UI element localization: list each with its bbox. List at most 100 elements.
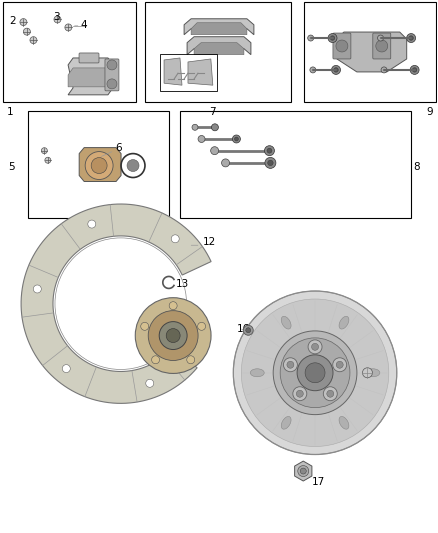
Circle shape: [381, 67, 387, 73]
Ellipse shape: [339, 316, 349, 329]
Circle shape: [300, 468, 306, 474]
Polygon shape: [164, 58, 182, 85]
Circle shape: [91, 158, 107, 174]
Text: 5: 5: [9, 161, 15, 172]
Circle shape: [246, 328, 251, 333]
Bar: [3, 2, 136, 102]
Circle shape: [336, 361, 343, 368]
Ellipse shape: [281, 416, 291, 429]
Circle shape: [33, 285, 41, 293]
Circle shape: [378, 35, 384, 41]
Circle shape: [409, 36, 413, 41]
Ellipse shape: [281, 316, 291, 329]
Text: 7: 7: [209, 107, 216, 117]
Circle shape: [241, 299, 389, 447]
Circle shape: [298, 465, 309, 477]
Circle shape: [308, 35, 314, 41]
Circle shape: [23, 28, 30, 35]
Circle shape: [20, 19, 27, 26]
FancyBboxPatch shape: [333, 33, 351, 59]
Text: 15: 15: [168, 353, 182, 363]
Circle shape: [406, 34, 416, 43]
Polygon shape: [187, 37, 251, 55]
Circle shape: [268, 160, 273, 166]
Circle shape: [333, 358, 347, 372]
Circle shape: [211, 147, 219, 155]
Text: 14: 14: [374, 369, 387, 379]
Circle shape: [159, 321, 187, 350]
Text: 8: 8: [413, 161, 420, 172]
Text: 10: 10: [284, 329, 297, 339]
Circle shape: [187, 356, 195, 364]
Circle shape: [222, 159, 230, 167]
Circle shape: [297, 355, 333, 391]
Text: 16: 16: [237, 324, 250, 334]
Circle shape: [141, 322, 149, 330]
Circle shape: [412, 68, 417, 72]
Bar: [28, 111, 169, 217]
Circle shape: [85, 151, 113, 180]
Bar: [160, 54, 217, 91]
Bar: [180, 111, 411, 217]
Circle shape: [45, 157, 51, 163]
Circle shape: [332, 66, 340, 75]
Circle shape: [305, 363, 325, 383]
Polygon shape: [188, 59, 213, 85]
Circle shape: [311, 343, 318, 350]
Circle shape: [376, 40, 388, 52]
Circle shape: [198, 135, 205, 142]
Text: 13: 13: [175, 279, 189, 288]
Circle shape: [283, 358, 297, 372]
Polygon shape: [68, 68, 113, 87]
Text: 6: 6: [115, 143, 122, 153]
Circle shape: [171, 235, 179, 243]
Circle shape: [287, 361, 294, 368]
Circle shape: [127, 159, 139, 172]
Ellipse shape: [366, 369, 380, 377]
Circle shape: [88, 220, 96, 228]
Bar: [145, 2, 291, 102]
Circle shape: [192, 124, 198, 130]
Circle shape: [146, 379, 154, 387]
Ellipse shape: [339, 416, 349, 429]
Text: 1: 1: [7, 107, 14, 117]
Circle shape: [107, 60, 117, 70]
Circle shape: [54, 16, 61, 23]
FancyBboxPatch shape: [105, 59, 119, 91]
Circle shape: [55, 238, 187, 369]
Circle shape: [148, 311, 198, 360]
Circle shape: [152, 356, 159, 364]
Polygon shape: [191, 23, 247, 35]
Circle shape: [363, 368, 372, 378]
Circle shape: [233, 291, 397, 455]
Circle shape: [212, 124, 219, 131]
FancyBboxPatch shape: [79, 53, 99, 63]
Circle shape: [280, 338, 350, 408]
Circle shape: [308, 340, 322, 354]
Polygon shape: [295, 461, 312, 481]
Circle shape: [169, 302, 177, 310]
Text: 3: 3: [53, 12, 60, 22]
Text: 4: 4: [81, 20, 87, 30]
Circle shape: [330, 36, 335, 41]
Circle shape: [41, 148, 47, 154]
Circle shape: [107, 79, 117, 89]
Polygon shape: [21, 204, 211, 403]
Circle shape: [135, 298, 211, 374]
Circle shape: [267, 148, 272, 153]
Circle shape: [310, 67, 316, 73]
Circle shape: [62, 365, 70, 373]
Circle shape: [273, 331, 357, 415]
Text: 2: 2: [10, 16, 16, 26]
Circle shape: [65, 24, 72, 31]
Polygon shape: [79, 148, 121, 182]
Ellipse shape: [250, 369, 264, 377]
Polygon shape: [337, 32, 407, 72]
Circle shape: [198, 322, 205, 330]
Circle shape: [233, 135, 240, 143]
Circle shape: [334, 68, 338, 72]
Circle shape: [30, 37, 37, 44]
Text: 12: 12: [202, 237, 215, 247]
Circle shape: [166, 328, 180, 343]
Circle shape: [234, 137, 238, 141]
